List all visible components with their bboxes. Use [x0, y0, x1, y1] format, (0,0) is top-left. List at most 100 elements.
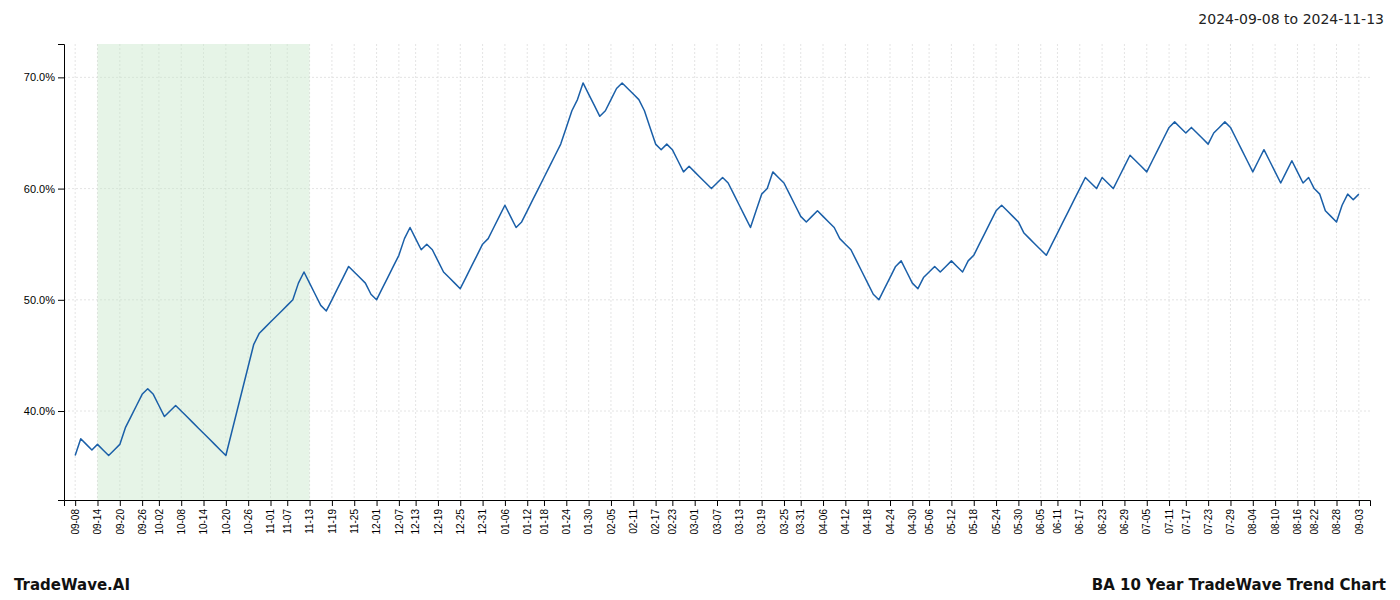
- x-tick: 07-17: [1181, 500, 1192, 535]
- grid-line: [504, 44, 505, 500]
- x-tick: 10-08: [176, 500, 187, 535]
- x-tick: 08-16: [1292, 500, 1303, 535]
- x-tick-mark: [566, 500, 567, 506]
- chart: 09-0809-1409-2009-2610-0210-0810-1410-20…: [0, 0, 1400, 600]
- x-tick-label: 09-14: [92, 509, 103, 535]
- x-tick: 03-25: [779, 500, 790, 535]
- x-tick: 01-30: [583, 500, 594, 535]
- x-tick-label: 08-22: [1309, 509, 1320, 535]
- x-tick-mark: [544, 500, 545, 506]
- x-tick-label: 10-08: [176, 509, 187, 535]
- x-tick-label: 07-05: [1141, 509, 1152, 535]
- grid-line: [398, 44, 399, 500]
- x-tick-mark: [801, 500, 802, 506]
- x-tick-mark: [226, 500, 227, 506]
- x-tick: 11-07: [282, 500, 293, 534]
- x-tick: 11-25: [349, 500, 360, 534]
- x-tick: 06-05: [1035, 500, 1046, 535]
- x-tick-label: 02-11: [628, 509, 639, 534]
- grid-line: [1252, 44, 1253, 500]
- grid-line: [1146, 44, 1147, 500]
- x-tick-mark: [1102, 500, 1103, 506]
- annotation: BA 10 Year TradeWave Trend Chart: [1092, 576, 1386, 594]
- x-tick: 06-23: [1097, 500, 1108, 535]
- x-tick-label: 07-17: [1181, 509, 1192, 535]
- x-tick-mark: [416, 500, 417, 506]
- line: [75, 83, 1359, 456]
- grid-line: [1018, 44, 1019, 500]
- grid-line: [1040, 44, 1041, 500]
- x-tick-mark: [1186, 500, 1187, 506]
- x-tick-label: 12-13: [410, 509, 421, 535]
- x-tick-label: 07-29: [1225, 509, 1236, 535]
- grid-line: [1297, 44, 1298, 500]
- grid: [64, 44, 1370, 500]
- x-tick: 06-11: [1052, 500, 1063, 534]
- x-tick-label: 06-17: [1074, 509, 1085, 535]
- x-tick-label: 03-25: [779, 509, 790, 535]
- x-tick: 01-18: [539, 500, 550, 535]
- x-tick: 03-13: [734, 500, 745, 535]
- x-tick-label: 05-18: [968, 509, 979, 535]
- grid-line: [783, 44, 784, 500]
- x-tick-mark: [332, 500, 333, 506]
- x-tick-mark: [120, 500, 121, 506]
- grid-line: [1079, 44, 1080, 500]
- x-tick-label: 05-06: [924, 509, 935, 535]
- x-tick-label: 03-13: [734, 509, 745, 535]
- grid-line: [331, 44, 332, 500]
- x-tick: 01-24: [561, 500, 572, 535]
- x-tick-mark: [1253, 500, 1254, 506]
- x-tick: 09-03: [1354, 500, 1365, 535]
- x-tick: 05-12: [946, 500, 957, 535]
- y-tick-mark: [58, 411, 64, 412]
- title: 2024-09-08 to 2024-11-13: [1198, 11, 1384, 27]
- x-tick: 04-24: [885, 500, 896, 535]
- x-tick-mark: [377, 500, 378, 506]
- y-tick-label: 60.0%: [24, 183, 55, 195]
- grid-line: [415, 44, 416, 500]
- x-tick: 07-23: [1203, 500, 1214, 535]
- x-tick: 09-14: [92, 500, 103, 535]
- x-tick: 03-19: [756, 500, 767, 535]
- x-tick-mark: [399, 500, 400, 506]
- x-tick: 11-13: [304, 500, 315, 534]
- x-axis-line: [65, 501, 1371, 507]
- x-tick-mark: [248, 500, 249, 506]
- x-tick: 12-31: [477, 500, 488, 535]
- x-tick-mark: [823, 500, 824, 506]
- x-tick: 09-26: [137, 500, 148, 535]
- grid-line: [1275, 44, 1276, 500]
- x-tick-mark: [1275, 500, 1276, 506]
- x-tick-label: 10-14: [198, 509, 209, 535]
- x-tick-mark: [460, 500, 461, 506]
- x-tick-mark: [739, 500, 740, 506]
- x-tick-mark: [656, 500, 657, 506]
- x-tick-label: 03-31: [795, 509, 806, 535]
- x-tick-mark: [1337, 500, 1338, 506]
- grid-line: [800, 44, 801, 500]
- x-tick-label: 08-16: [1292, 509, 1303, 535]
- grid-line: [845, 44, 846, 500]
- x-tick: 06-29: [1119, 500, 1130, 535]
- x-tick-label: 01-24: [561, 509, 572, 535]
- x-tick: 11-19: [327, 500, 338, 534]
- x-tick-mark: [845, 500, 846, 506]
- x-tick-mark: [1147, 500, 1148, 506]
- x-tick-mark: [589, 500, 590, 506]
- x-tick: 02-11: [628, 500, 639, 534]
- x-tick: 05-24: [991, 500, 1002, 535]
- y-tick: 70.0%: [24, 71, 64, 83]
- x-tick-label: 04-06: [818, 509, 829, 535]
- x-tick: 04-18: [862, 500, 873, 535]
- x-tick-mark: [633, 500, 634, 506]
- y-tick-mark: [58, 77, 64, 78]
- x-tick-mark: [483, 500, 484, 506]
- x-tick-label: 09-08: [70, 509, 81, 535]
- grid-line: [1185, 44, 1186, 500]
- x-tick: 07-29: [1225, 500, 1236, 535]
- y-axis: 40.0%50.0%60.0%70.0%: [24, 45, 65, 501]
- x-tick-mark: [784, 500, 785, 506]
- x-tick: 07-05: [1141, 500, 1152, 535]
- grid-line: [996, 44, 997, 500]
